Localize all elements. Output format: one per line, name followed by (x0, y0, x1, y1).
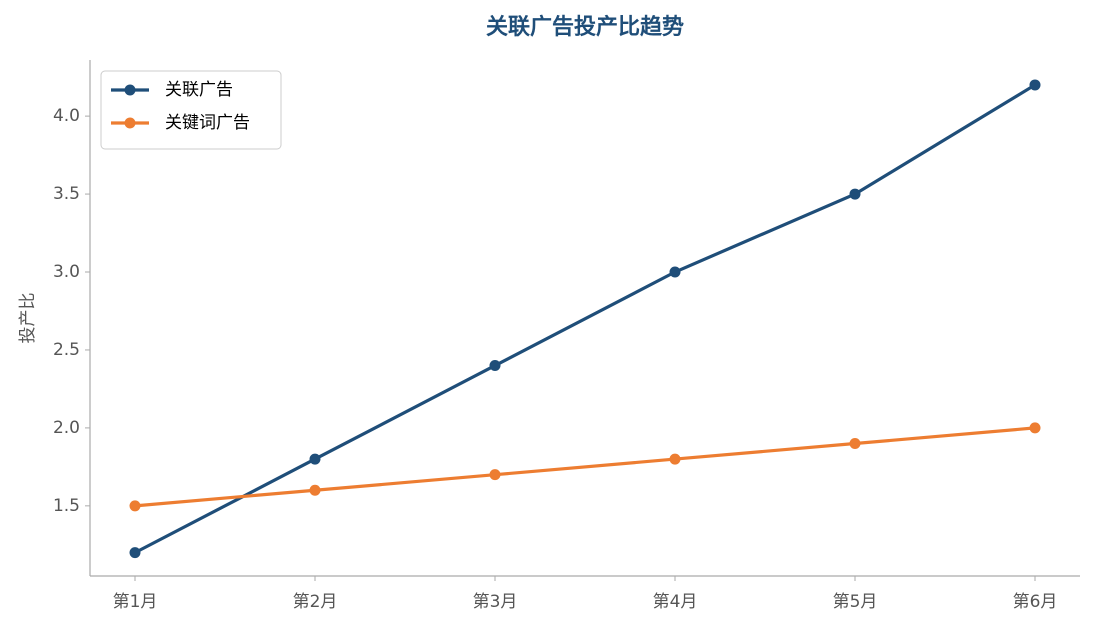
point (1029, 422, 1041, 434)
x-tick-label: 第4月 (653, 592, 698, 612)
point (669, 453, 681, 465)
legend-marker (124, 84, 136, 96)
point (129, 547, 141, 559)
y-tick-label: 4.0 (53, 106, 80, 126)
y-tick-label: 2.5 (53, 340, 80, 360)
point (849, 437, 861, 449)
legend-label: 关联广告 (165, 80, 233, 100)
legend-label: 关键词广告 (165, 113, 250, 133)
x-tick-label: 第2月 (293, 592, 338, 612)
y-tick-label: 1.5 (53, 496, 80, 516)
point (489, 469, 501, 481)
y-tick-label: 3.0 (53, 262, 80, 282)
x-tick-label: 第5月 (833, 592, 878, 612)
y-axis-label: 投产比 (18, 293, 38, 344)
point (309, 453, 321, 465)
chart-title: 关联广告投产比趋势 (486, 14, 684, 40)
point (129, 500, 141, 512)
point (489, 360, 501, 372)
point (309, 484, 321, 496)
y-tick-label: 2.0 (53, 418, 80, 438)
y-tick-label: 3.5 (53, 184, 80, 204)
point (669, 266, 681, 278)
x-tick-label: 第1月 (113, 592, 158, 612)
series-line (134, 83, 1036, 555)
legend-marker (124, 117, 136, 129)
point (849, 188, 861, 200)
x-tick-label: 第3月 (473, 592, 518, 612)
point (1029, 79, 1041, 91)
x-tick-label: 第6月 (1013, 592, 1058, 612)
series-line (134, 426, 1036, 508)
